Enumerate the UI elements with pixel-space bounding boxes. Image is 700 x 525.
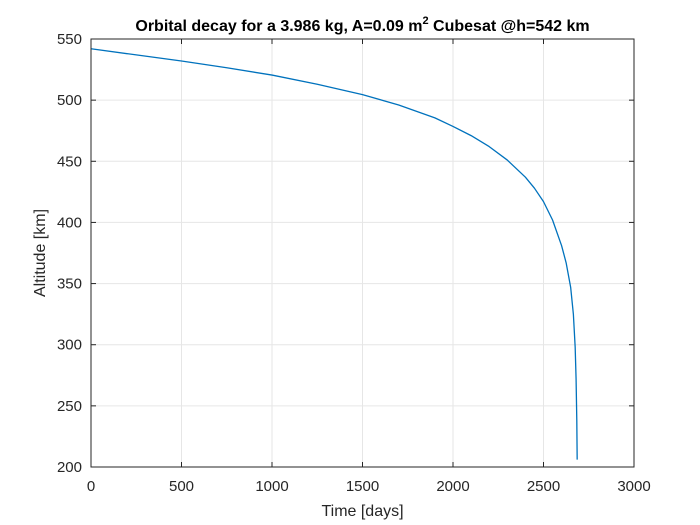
x-tick-label: 1000 bbox=[255, 478, 288, 495]
y-tick-labels: 200 250 300 350 400 450 500 550 bbox=[57, 31, 82, 476]
x-tick-label: 2000 bbox=[436, 478, 469, 495]
x-tick-label: 0 bbox=[87, 478, 95, 495]
y-tick-label: 400 bbox=[57, 214, 82, 231]
tick-marks bbox=[90, 38, 635, 468]
y-axis-label: Altitude [km] bbox=[32, 209, 49, 297]
x-tick-labels: 0 500 1000 1500 2000 2500 3000 bbox=[87, 478, 651, 495]
chart-title-prefix: Orbital decay for a 3.986 kg, A=0.09 m bbox=[135, 18, 422, 35]
x-tick-label: 3000 bbox=[617, 478, 650, 495]
y-tick-label: 550 bbox=[57, 31, 82, 48]
x-tick-label: 2500 bbox=[527, 478, 560, 495]
y-tick-label: 300 bbox=[57, 337, 82, 354]
x-tick-label: 1500 bbox=[346, 478, 379, 495]
y-tick-label: 350 bbox=[57, 276, 82, 293]
series-line-altitude bbox=[90, 48, 578, 460]
y-tick-label: 450 bbox=[57, 153, 82, 170]
chart-title-suffix: Cubesat @h=542 km bbox=[429, 18, 590, 35]
x-axis-label: Time [days] bbox=[321, 503, 403, 520]
x-tick-label: 500 bbox=[169, 478, 194, 495]
y-tick-label: 250 bbox=[57, 398, 82, 415]
y-tick-label: 500 bbox=[57, 92, 82, 109]
chart-title: Orbital decay for a 3.986 kg, A=0.09 m2 … bbox=[135, 15, 589, 35]
chart-title-superscript: 2 bbox=[422, 15, 428, 27]
y-tick-label: 200 bbox=[57, 459, 82, 476]
series-layer bbox=[90, 48, 578, 460]
